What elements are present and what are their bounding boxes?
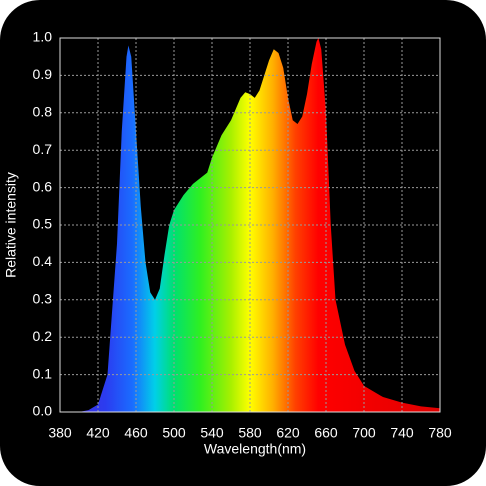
y-tick-label: 0.7 bbox=[33, 141, 53, 157]
x-tick-label: 500 bbox=[162, 425, 186, 441]
y-tick-label: 0.1 bbox=[33, 365, 53, 381]
x-tick-label: 620 bbox=[276, 425, 300, 441]
y-tick-label: 0.3 bbox=[33, 291, 53, 307]
x-tick-label: 780 bbox=[428, 425, 452, 441]
y-tick-label: 0.2 bbox=[33, 328, 53, 344]
y-tick-label: 0.8 bbox=[33, 104, 53, 120]
x-tick-label: 580 bbox=[238, 425, 262, 441]
y-tick-label: 0.9 bbox=[33, 66, 53, 82]
plot-frame bbox=[59, 37, 441, 413]
y-tick-label: 0.4 bbox=[33, 253, 53, 269]
y-tick-label: 0.0 bbox=[33, 403, 53, 419]
y-axis-label: Relative intensity bbox=[3, 172, 19, 278]
y-tick-label: 1.0 bbox=[33, 29, 53, 45]
x-axis-label: Wavelength(nm) bbox=[204, 441, 306, 457]
x-tick-label: 420 bbox=[86, 425, 110, 441]
x-tick-label: 660 bbox=[314, 425, 338, 441]
x-tick-label: 540 bbox=[200, 425, 224, 441]
x-tick-label: 740 bbox=[390, 425, 414, 441]
x-tick-label: 380 bbox=[48, 425, 72, 441]
y-tick-label: 0.5 bbox=[33, 216, 53, 232]
x-tick-label: 700 bbox=[352, 425, 376, 441]
y-tick-label: 0.6 bbox=[33, 178, 53, 194]
x-tick-label: 460 bbox=[124, 425, 148, 441]
